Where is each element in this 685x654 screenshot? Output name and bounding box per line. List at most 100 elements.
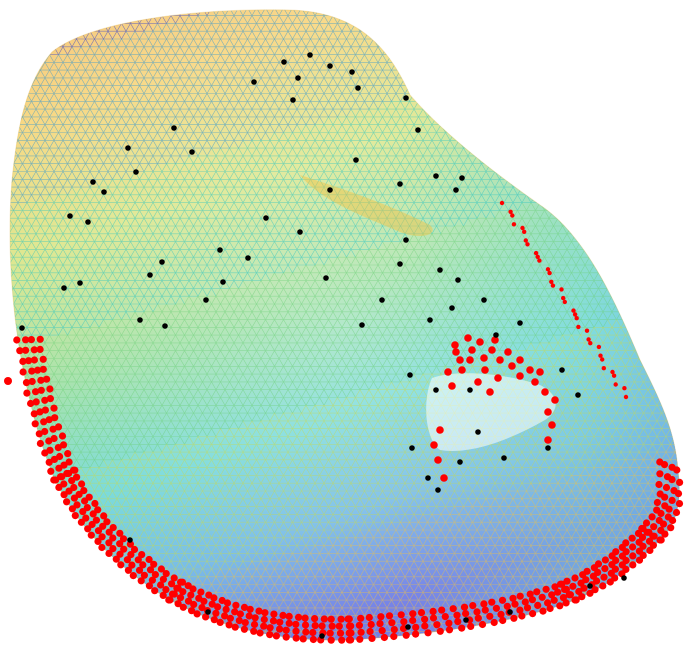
- boundary-marker: [292, 620, 300, 628]
- boundary-marker: [380, 633, 388, 642]
- boundary-marker: [438, 606, 446, 614]
- boundary-marker: [261, 609, 269, 617]
- boundary-marker: [546, 604, 554, 613]
- landmark-marker: [245, 255, 251, 261]
- boundary-marker: [345, 629, 353, 637]
- boundary-marker: [39, 365, 47, 373]
- boundary-marker: [335, 622, 343, 630]
- boundary-marker: [212, 609, 220, 617]
- boundary-marker: [518, 612, 526, 620]
- boundary-marker: [41, 406, 50, 414]
- boundary-marker: [464, 334, 472, 342]
- boundary-marker: [409, 610, 417, 618]
- boundary-marker: [377, 613, 385, 621]
- boundary-marker: [64, 450, 72, 458]
- boundary-marker: [481, 606, 489, 614]
- boundary-marker: [338, 636, 346, 644]
- boundary-marker: [367, 620, 375, 629]
- boundary-marker: [511, 600, 519, 608]
- boundary-marker: [586, 337, 591, 342]
- boundary-marker: [668, 496, 676, 504]
- boundary-marker: [109, 534, 117, 542]
- boundary-marker: [109, 545, 117, 553]
- boundary-marker: [63, 469, 71, 478]
- boundary-marker: [49, 425, 57, 433]
- boundary-marker: [520, 225, 525, 231]
- boundary-marker: [600, 357, 605, 362]
- boundary-marker: [19, 368, 27, 376]
- boundary-marker: [166, 596, 174, 604]
- boundary-marker: [130, 545, 139, 554]
- boundary-marker: [516, 372, 524, 380]
- boundary-marker: [357, 614, 365, 622]
- boundary-marker: [551, 396, 559, 404]
- boundary-marker: [486, 388, 494, 396]
- boundary-marker: [200, 597, 208, 605]
- boundary-marker: [531, 378, 539, 386]
- landmark-marker: [403, 237, 409, 243]
- boundary-marker: [547, 270, 552, 276]
- landmark-marker: [453, 187, 459, 193]
- boundary-marker: [292, 634, 300, 642]
- boundary-marker: [197, 588, 205, 596]
- landmark-marker: [137, 317, 143, 323]
- boundary-marker: [318, 622, 326, 630]
- boundary-marker: [240, 603, 249, 612]
- landmark-marker: [295, 75, 301, 81]
- boundary-marker: [551, 583, 559, 591]
- boundary-marker: [480, 354, 488, 362]
- boundary-marker: [58, 432, 67, 440]
- boundary-marker: [91, 499, 99, 508]
- boundary-marker: [421, 615, 429, 623]
- boundary-marker: [441, 613, 449, 621]
- boundary-marker: [451, 341, 459, 349]
- boundary-marker: [210, 594, 218, 602]
- boundary-marker: [85, 493, 93, 501]
- boundary-marker: [412, 630, 420, 638]
- boundary-marker: [583, 567, 591, 575]
- landmark-marker: [475, 429, 481, 435]
- boundary-marker: [198, 604, 206, 612]
- boundary-marker: [356, 635, 364, 643]
- boundary-marker: [516, 592, 524, 600]
- boundary-marker: [129, 572, 137, 580]
- boundary-marker: [523, 604, 532, 612]
- boundary-marker: [82, 514, 90, 522]
- boundary-marker: [629, 543, 637, 551]
- boundary-marker: [486, 612, 494, 620]
- boundary-marker: [429, 614, 438, 622]
- boundary-marker: [22, 346, 30, 354]
- boundary-marker: [429, 607, 437, 616]
- boundary-marker: [235, 617, 243, 625]
- boundary-marker: [526, 366, 534, 374]
- landmark-marker: [517, 320, 523, 326]
- landmark-marker: [359, 322, 365, 328]
- boundary-marker: [30, 410, 38, 418]
- boundary-marker: [28, 367, 36, 375]
- boundary-marker: [140, 571, 148, 579]
- boundary-marker: [642, 519, 651, 527]
- boundary-marker: [36, 408, 44, 416]
- boundary-marker: [378, 627, 386, 635]
- boundary-marker: [320, 615, 328, 623]
- boundary-marker: [105, 539, 113, 547]
- boundary-marker: [347, 622, 355, 630]
- boundary-marker: [179, 588, 187, 596]
- boundary-marker: [453, 611, 461, 619]
- boundary-marker: [499, 616, 507, 625]
- boundary-marker: [535, 254, 540, 259]
- boundary-marker: [116, 550, 124, 558]
- boundary-marker: [492, 604, 500, 612]
- boundary-marker: [668, 463, 676, 471]
- boundary-marker: [260, 615, 268, 624]
- boundary-marker: [276, 618, 284, 626]
- boundary-marker: [462, 610, 470, 618]
- boundary-marker: [409, 616, 417, 625]
- boundary-marker: [120, 545, 128, 553]
- boundary-marker: [80, 487, 88, 495]
- boundary-marker: [187, 591, 195, 599]
- boundary-marker: [71, 466, 79, 474]
- mouth-hole: [426, 373, 556, 451]
- boundary-marker: [208, 600, 216, 608]
